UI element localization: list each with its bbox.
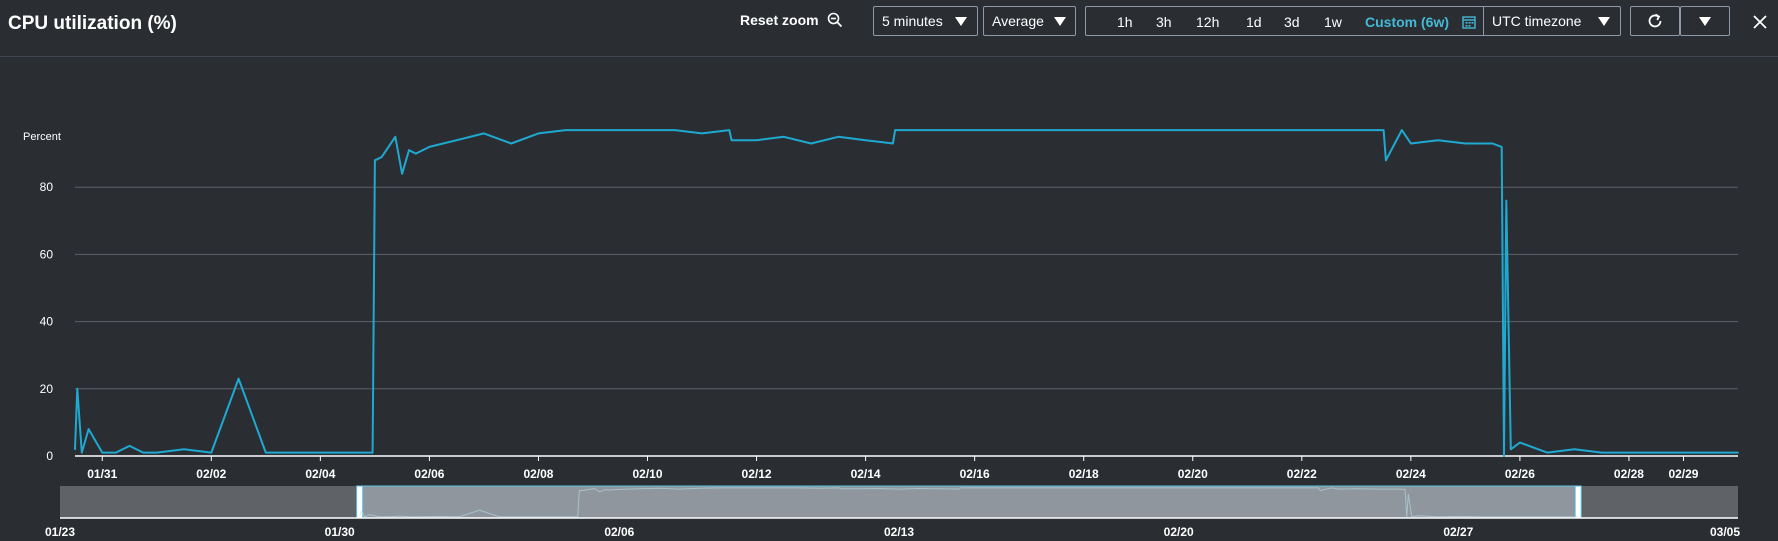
y-axis-label: Percent [23, 131, 61, 143]
reset-zoom-button[interactable]: Reset zoom [740, 12, 843, 28]
range-3d[interactable]: 3d [1284, 14, 1300, 30]
navigator-tick-label: 02/20 [1164, 525, 1194, 539]
timezone-value: UTC timezone [1492, 13, 1582, 29]
period-dropdown[interactable]: 5 minutes [873, 6, 978, 36]
statistic-dropdown[interactable]: Average [983, 6, 1076, 36]
range-custom-label: Custom (6w) [1365, 14, 1449, 30]
navigator-selection [359, 485, 1579, 519]
range-1w[interactable]: 1w [1324, 14, 1342, 30]
chevron-down-icon [1598, 16, 1610, 26]
range-1d[interactable]: 1d [1246, 14, 1262, 30]
chart-header: CPU utilization (%) Reset zoom 5 minutes… [0, 0, 1778, 57]
navigator-tick-label: 02/06 [604, 525, 634, 539]
range-custom[interactable]: Custom (6w) [1365, 14, 1449, 30]
close-icon[interactable] [1750, 12, 1770, 32]
navigator-handle [1574, 485, 1582, 519]
navigator-tick-label: 01/30 [325, 525, 355, 539]
refresh-icon [1648, 13, 1662, 28]
calendar-icon[interactable] [1462, 15, 1476, 29]
timezone-dropdown[interactable]: UTC timezone [1483, 6, 1621, 36]
time-range-selector: 1h 3h 12h 1d 3d 1w Custom (6w) [1085, 6, 1483, 36]
navigator-tick-label: 02/27 [1443, 525, 1473, 539]
chevron-down-icon [1053, 16, 1066, 26]
zoom-out-icon [827, 12, 842, 28]
range-1h[interactable]: 1h [1117, 14, 1133, 30]
navigator-handle [356, 485, 364, 519]
chart-title: CPU utilization (%) [8, 13, 177, 34]
range-3h[interactable]: 3h [1156, 14, 1172, 30]
more-actions-button[interactable] [1680, 6, 1730, 36]
period-value: 5 minutes [882, 13, 943, 29]
reset-zoom-label: Reset zoom [740, 12, 819, 28]
navigator-tick-label: 03/05 [1710, 525, 1740, 539]
chevron-down-icon [955, 16, 967, 26]
navigator-overview-line [359, 487, 1579, 518]
navigator-tick-label: 01/23 [45, 525, 75, 539]
range-12h[interactable]: 12h [1196, 14, 1220, 30]
navigator-tick-label: 02/13 [884, 525, 914, 539]
refresh-button[interactable] [1630, 6, 1680, 36]
caret-down-icon [1699, 16, 1711, 26]
statistic-value: Average [992, 13, 1044, 29]
